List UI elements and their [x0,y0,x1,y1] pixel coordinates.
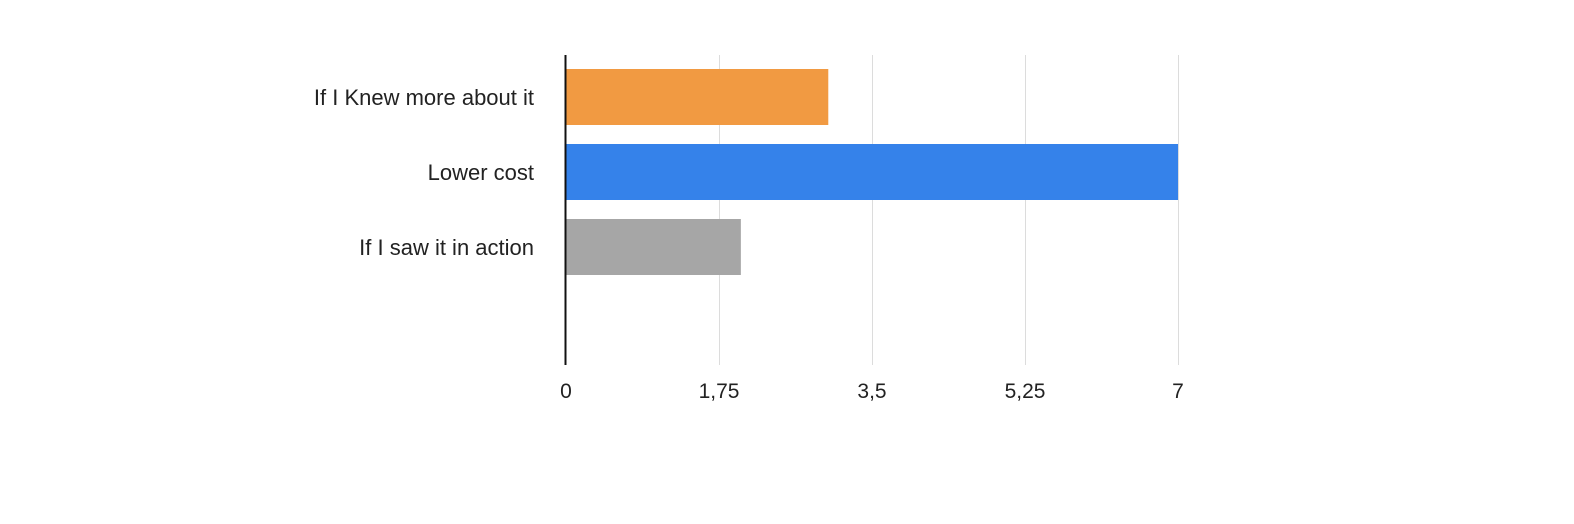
labels: If I Knew more about it Lower cost If I sa… [314,85,1184,403]
x-tick-label-4: 7 [1172,380,1184,403]
bar-2 [566,219,741,275]
x-tick-label-3: 5,25 [1005,380,1046,403]
category-label-0: If I Knew more about it [314,85,534,110]
category-label-2: If I saw it in action [359,235,534,260]
x-tick-label-0: 0 [560,380,572,403]
x-tick-label-1: 1,75 [699,380,740,403]
bar-1 [566,144,1178,200]
x-tick-label-2: 3,5 [857,380,886,403]
bars [566,69,1178,275]
gridlines [719,55,1179,365]
category-label-1: Lower cost [428,160,534,185]
bar-0 [566,69,829,125]
